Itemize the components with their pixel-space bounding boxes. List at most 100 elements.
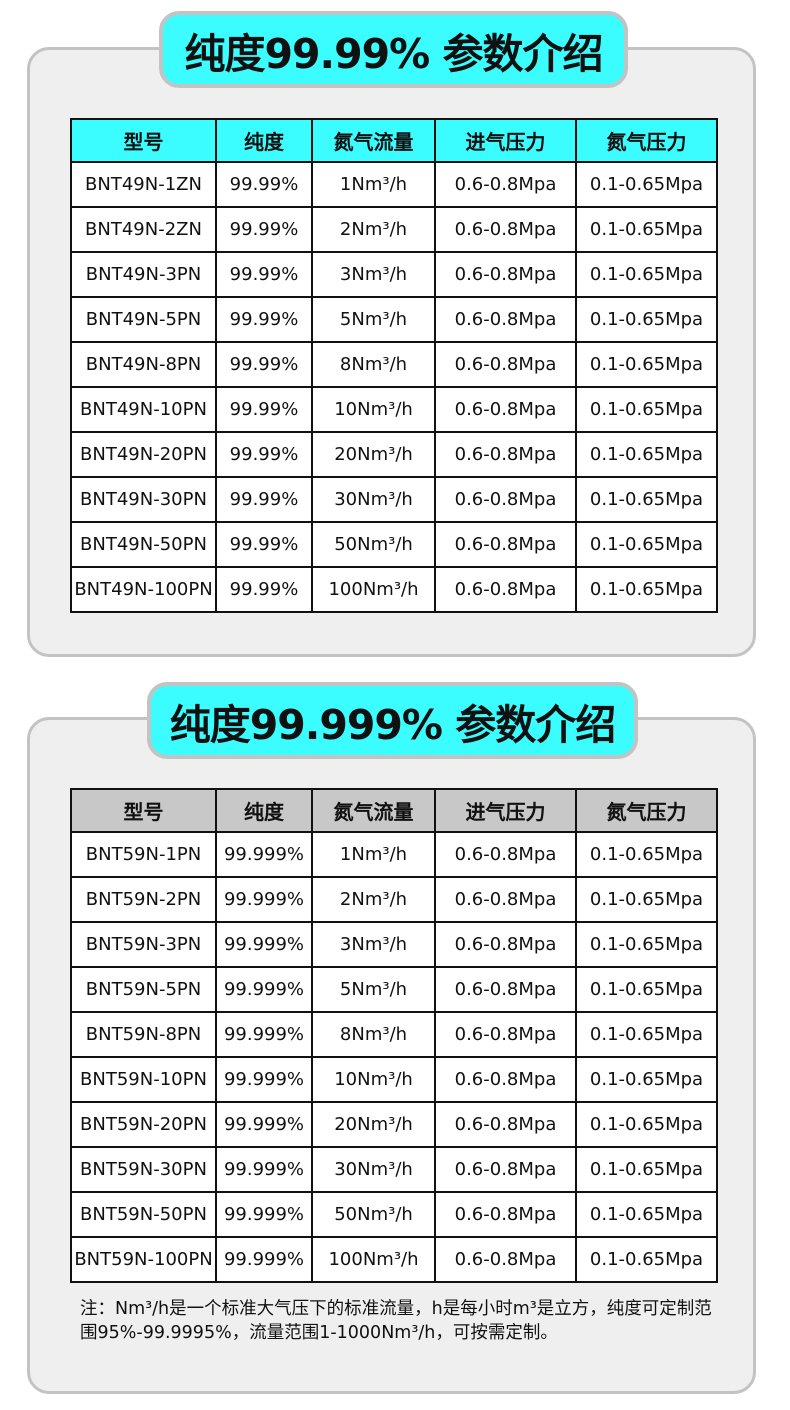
table-row: BNT59N-2PN 99.999% 2Nm³/h 0.6-0.8Mpa 0.1-0.6… <box>70 876 718 923</box>
table-cell: BNT59N-100PN <box>70 1236 217 1283</box>
table-cell: 0.1-0.65Mpa <box>575 521 718 568</box>
column-header: 型号 <box>70 788 217 833</box>
table-row: BNT49N-30PN 99.99% 30Nm³/h 0.6-0.8Mpa 0.1-0.… <box>70 476 718 523</box>
table-cell: 0.6-0.8Mpa <box>434 161 577 208</box>
table-cell: BNT49N-2ZN <box>70 206 217 253</box>
table-cell: BNT49N-100PN <box>70 566 217 613</box>
table-cell: BNT59N-5PN <box>70 966 217 1013</box>
table-cell: 3Nm³/h <box>311 251 436 298</box>
table-row: BNT59N-20PN 99.999% 20Nm³/h 0.6-0.8Mpa 0.1-0… <box>70 1101 718 1148</box>
table-row: BNT59N-1PN 99.999% 1Nm³/h 0.6-0.8Mpa 0.1-0.6… <box>70 831 718 878</box>
table-cell: BNT59N-50PN <box>70 1191 217 1238</box>
table-cell: 20Nm³/h <box>311 1101 436 1148</box>
table-cell: BNT49N-20PN <box>70 431 217 478</box>
table-cell: 0.1-0.65Mpa <box>575 296 718 343</box>
table-cell: 99.999% <box>215 1101 313 1148</box>
table-cell: 100Nm³/h <box>311 566 436 613</box>
table-cell: 99.99% <box>215 476 313 523</box>
table-cell: 99.999% <box>215 1146 313 1193</box>
table-row: BNT49N-8PN 99.99% 8Nm³/h 0.6-0.8Mpa 0.1-0.65… <box>70 341 718 388</box>
table-cell: BNT59N-3PN <box>70 921 217 968</box>
section1-spec-table: 型号 纯度 氮气流量 进气压力 氮气压力 BNT49N-1ZN 99.99% 1Nm³/h 0.… <box>70 118 718 613</box>
table-cell: 0.6-0.8Mpa <box>434 251 577 298</box>
table-header-row: 型号 纯度 氮气流量 进气压力 氮气压力 <box>70 118 718 163</box>
table-cell: BNT49N-5PN <box>70 296 217 343</box>
table-row: BNT49N-2ZN 99.99% 2Nm³/h 0.6-0.8Mpa 0.1-0.65… <box>70 206 718 253</box>
table-cell: 0.6-0.8Mpa <box>434 1056 577 1103</box>
table-cell: 0.1-0.65Mpa <box>575 1191 718 1238</box>
table-cell: 5Nm³/h <box>311 966 436 1013</box>
table-cell: 50Nm³/h <box>311 521 436 568</box>
table-cell: 99.999% <box>215 876 313 923</box>
table-cell: BNT59N-20PN <box>70 1101 217 1148</box>
table-cell: 0.1-0.65Mpa <box>575 386 718 433</box>
table-cell: 20Nm³/h <box>311 431 436 478</box>
table-cell: 99.99% <box>215 521 313 568</box>
column-header: 纯度 <box>215 788 313 833</box>
table-cell: 0.1-0.65Mpa <box>575 1101 718 1148</box>
table-row: BNT49N-10PN 99.99% 10Nm³/h 0.6-0.8Mpa 0.1-0.… <box>70 386 718 433</box>
table-cell: 99.999% <box>215 831 313 878</box>
table-cell: 0.1-0.65Mpa <box>575 1236 718 1283</box>
table-cell: 30Nm³/h <box>311 476 436 523</box>
table-cell: 99.99% <box>215 566 313 613</box>
table-cell: 99.999% <box>215 1191 313 1238</box>
table-cell: BNT59N-1PN <box>70 831 217 878</box>
table-cell: 99.999% <box>215 966 313 1013</box>
table-cell: 10Nm³/h <box>311 1056 436 1103</box>
column-header: 氮气压力 <box>575 788 718 833</box>
table-cell: BNT49N-8PN <box>70 341 217 388</box>
table-cell: 0.6-0.8Mpa <box>434 1011 577 1058</box>
table-cell: BNT59N-8PN <box>70 1011 217 1058</box>
column-header: 型号 <box>70 118 217 163</box>
table-cell: 0.6-0.8Mpa <box>434 1236 577 1283</box>
table-cell: 99.99% <box>215 341 313 388</box>
table-cell: 2Nm³/h <box>311 206 436 253</box>
column-header: 氮气流量 <box>311 118 436 163</box>
table-cell: 0.6-0.8Mpa <box>434 831 577 878</box>
column-header: 进气压力 <box>434 118 577 163</box>
table-cell: BNT49N-1ZN <box>70 161 217 208</box>
table-cell: 0.6-0.8Mpa <box>434 921 577 968</box>
table-row: BNT59N-100PN 99.999% 100Nm³/h 0.6-0.8Mpa 0.1… <box>70 1236 718 1283</box>
table-cell: BNT49N-30PN <box>70 476 217 523</box>
table-cell: 99.999% <box>215 1056 313 1103</box>
table-cell: BNT49N-10PN <box>70 386 217 433</box>
table-row: BNT49N-1ZN 99.99% 1Nm³/h 0.6-0.8Mpa 0.1-0.65… <box>70 161 718 208</box>
table-cell: 0.6-0.8Mpa <box>434 431 577 478</box>
table-row: BNT59N-50PN 99.999% 50Nm³/h 0.6-0.8Mpa 0.1-0… <box>70 1191 718 1238</box>
table-cell: 8Nm³/h <box>311 1011 436 1058</box>
table-row: BNT49N-50PN 99.99% 50Nm³/h 0.6-0.8Mpa 0.1-0.… <box>70 521 718 568</box>
table-cell: 0.1-0.65Mpa <box>575 566 718 613</box>
table-cell: 1Nm³/h <box>311 831 436 878</box>
table-cell: 99.99% <box>215 161 313 208</box>
table-row: BNT49N-20PN 99.99% 20Nm³/h 0.6-0.8Mpa 0.1-0.… <box>70 431 718 478</box>
table-cell: 0.6-0.8Mpa <box>434 566 577 613</box>
table-cell: 0.6-0.8Mpa <box>434 206 577 253</box>
table-cell: 0.1-0.65Mpa <box>575 431 718 478</box>
table-cell: 50Nm³/h <box>311 1191 436 1238</box>
table-cell: 0.1-0.65Mpa <box>575 206 718 253</box>
table-cell: 99.99% <box>215 386 313 433</box>
section1-title: 纯度99.99% 参数介绍 <box>159 11 628 88</box>
table-cell: 0.1-0.65Mpa <box>575 1056 718 1103</box>
table-cell: 99.99% <box>215 431 313 478</box>
table-cell: BNT49N-50PN <box>70 521 217 568</box>
table-cell: 0.6-0.8Mpa <box>434 386 577 433</box>
table-cell: BNT59N-2PN <box>70 876 217 923</box>
table-cell: 99.999% <box>215 1236 313 1283</box>
table-cell: 0.1-0.65Mpa <box>575 966 718 1013</box>
table-cell: 0.6-0.8Mpa <box>434 1191 577 1238</box>
table-cell: 99.99% <box>215 206 313 253</box>
column-header: 进气压力 <box>434 788 577 833</box>
table-row: BNT49N-100PN 99.99% 100Nm³/h 0.6-0.8Mpa 0.1-… <box>70 566 718 613</box>
table-cell: 0.1-0.65Mpa <box>575 831 718 878</box>
table-row: BNT59N-10PN 99.999% 10Nm³/h 0.6-0.8Mpa 0.1-0… <box>70 1056 718 1103</box>
table-cell: 0.6-0.8Mpa <box>434 521 577 568</box>
table-cell: 100Nm³/h <box>311 1236 436 1283</box>
table-row: BNT59N-8PN 99.999% 8Nm³/h 0.6-0.8Mpa 0.1-0.6… <box>70 1011 718 1058</box>
table-cell: BNT49N-3PN <box>70 251 217 298</box>
table-cell: 8Nm³/h <box>311 341 436 388</box>
table-header-row: 型号 纯度 氮气流量 进气压力 氮气压力 <box>70 788 718 833</box>
table-cell: 0.6-0.8Mpa <box>434 476 577 523</box>
